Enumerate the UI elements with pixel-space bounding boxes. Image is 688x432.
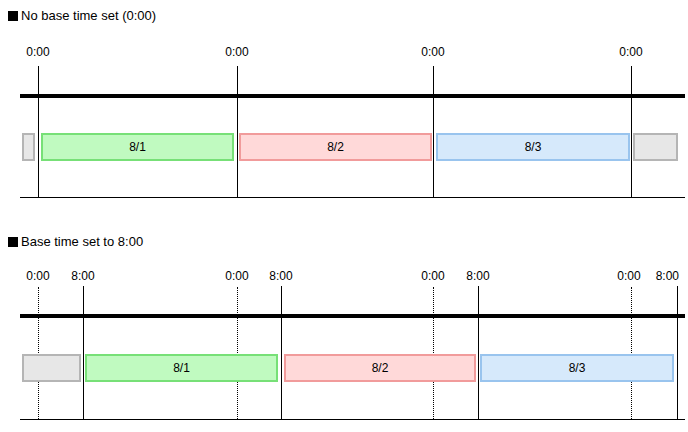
bar-partial-left (22, 354, 81, 382)
tick-line-dotted (38, 287, 39, 419)
bar-8-1: 8/1 (85, 354, 278, 382)
tick-line (237, 66, 238, 198)
bar-partial-right (633, 133, 678, 161)
section2-bullet-square-icon (8, 237, 18, 247)
tick-line-dotted (433, 287, 434, 419)
tick-label: 0:00 (26, 46, 49, 59)
section1-title: No base time set (0:00) (8, 9, 156, 23)
timeline-diagram: No base time set (0:00) 0:00 0:00 0:00 0… (0, 0, 688, 432)
tick-label: 0:00 (225, 270, 248, 283)
bar-8-3: 8/3 (436, 133, 630, 161)
tick-label: 0:00 (225, 46, 248, 59)
tick-line (478, 286, 479, 420)
baseline (20, 419, 685, 420)
bar-label: 8/3 (569, 362, 586, 374)
tick-line (677, 286, 678, 420)
timeline-axis (20, 314, 685, 318)
bar-8-2: 8/2 (284, 354, 476, 382)
section1-bullet-square-icon (8, 11, 18, 21)
tick-label: 0:00 (26, 270, 49, 283)
tick-label: 8:00 (656, 270, 679, 283)
tick-line (281, 286, 282, 420)
section1-title-text: No base time set (0:00) (21, 9, 156, 23)
bar-partial-left (22, 133, 35, 161)
tick-line (631, 66, 632, 198)
bar-8-1: 8/1 (41, 133, 234, 161)
tick-line (38, 66, 39, 198)
tick-line-dotted (237, 287, 238, 419)
bar-label: 8/1 (129, 141, 146, 153)
tick-label: 0:00 (619, 46, 642, 59)
bar-label: 8/1 (173, 362, 190, 374)
tick-line (83, 286, 84, 420)
timeline-axis (20, 94, 685, 98)
bar-label: 8/2 (372, 362, 389, 374)
bar-label: 8/3 (525, 141, 542, 153)
tick-label: 0:00 (617, 270, 640, 283)
tick-label: 0:00 (421, 46, 444, 59)
tick-label: 8:00 (71, 270, 94, 283)
tick-line-dotted (631, 287, 632, 419)
section2-title-text: Base time set to 8:00 (21, 235, 143, 249)
tick-label: 8:00 (269, 270, 292, 283)
tick-line (433, 66, 434, 198)
tick-label: 0:00 (421, 270, 444, 283)
tick-label: 8:00 (466, 270, 489, 283)
bar-8-3: 8/3 (480, 354, 674, 382)
bar-label: 8/2 (327, 141, 344, 153)
section2-title: Base time set to 8:00 (8, 235, 143, 249)
bar-8-2: 8/2 (239, 133, 432, 161)
baseline (20, 197, 685, 198)
